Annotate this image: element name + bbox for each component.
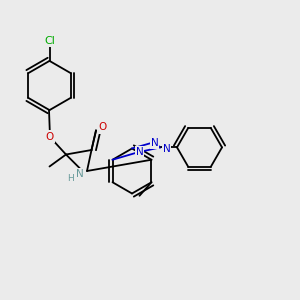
- Text: O: O: [98, 122, 106, 133]
- Text: H: H: [67, 174, 74, 183]
- Text: N: N: [151, 137, 158, 148]
- Text: O: O: [45, 131, 54, 142]
- Text: N: N: [163, 144, 170, 154]
- Text: N: N: [136, 147, 143, 157]
- Text: N: N: [76, 169, 83, 179]
- Text: Cl: Cl: [44, 35, 55, 46]
